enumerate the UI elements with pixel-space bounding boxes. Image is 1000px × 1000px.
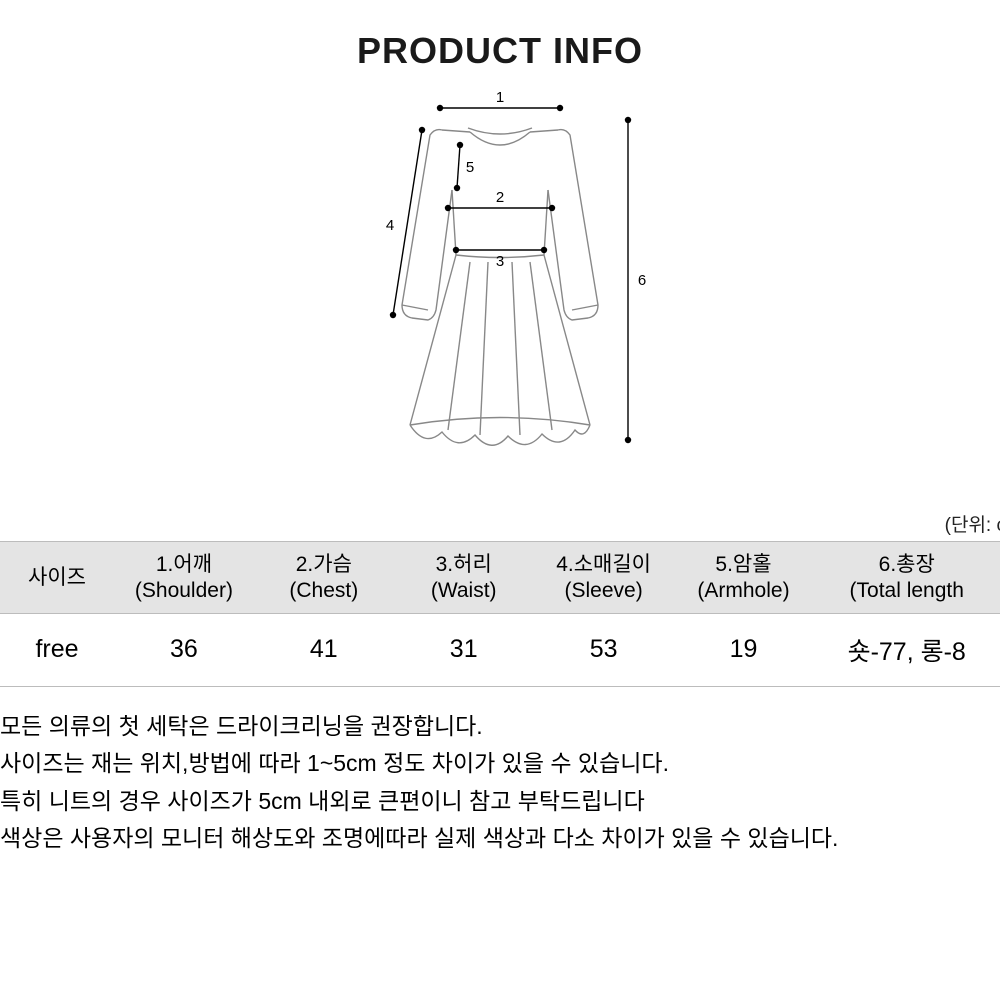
col-label: 2.가슴 — [296, 553, 352, 576]
cell-total-length: 숏-77, 롱-8 — [813, 613, 1000, 686]
note-line: 모든 의류의 첫 세탁은 드라이크리닝을 권장합니다. — [0, 709, 1000, 745]
col-sub: (Total length — [850, 579, 964, 602]
diagram-label-6: 6 — [638, 272, 646, 289]
col-waist: 3.허리 (Waist) — [394, 542, 534, 614]
cell-armhole: 19 — [674, 613, 814, 686]
note-line: 특히 니트의 경우 사이즈가 5cm 내외로 큰편이니 참고 부탁드립니다 — [0, 784, 1000, 820]
care-notes: 모든 의류의 첫 세탁은 드라이크리닝을 권장합니다. 사이즈는 재는 위치,방… — [0, 709, 1000, 858]
col-chest: 2.가슴 (Chest) — [254, 542, 394, 614]
col-label: 5.암홀 — [715, 553, 771, 576]
col-sleeve: 4.소매길이 (Sleeve) — [534, 542, 674, 614]
product-info-title: PRODUCT INFO — [0, 30, 1000, 72]
col-label: 1.어깨 — [156, 553, 212, 576]
col-label: 6.총장 — [879, 553, 935, 576]
col-label: 사이즈 — [28, 566, 86, 589]
col-sub: (Chest) — [289, 579, 358, 602]
unit-note: (단위: c — [0, 510, 1000, 537]
col-armhole: 5.암홀 (Armhole) — [674, 542, 814, 614]
cell-waist: 31 — [394, 613, 534, 686]
col-total-length: 6.총장 (Total length — [813, 542, 1000, 614]
col-sub: (Sleeve) — [565, 579, 643, 602]
diagram-label-4: 4 — [386, 217, 394, 234]
diagram-label-1: 1 — [496, 90, 504, 106]
diagram-label-3: 3 — [496, 253, 504, 270]
table-row: free 36 41 31 53 19 숏-77, 롱-8 — [0, 613, 1000, 686]
size-table: 사이즈 1.어깨 (Shoulder) 2.가슴 (Chest) 3.허리 (W… — [0, 541, 1000, 687]
col-sub: (Armhole) — [697, 579, 789, 602]
note-line: 사이즈는 재는 위치,방법에 따라 1~5cm 정도 차이가 있을 수 있습니다… — [0, 746, 1000, 782]
col-label: 4.소매길이 — [556, 553, 651, 576]
col-label: 3.허리 — [436, 553, 492, 576]
size-diagram-wrap: 1 6 4 — [0, 90, 1000, 470]
note-line: 색상은 사용자의 모니터 해상도와 조명에따라 실제 색상과 다소 차이가 있을… — [0, 821, 1000, 857]
diagram-label-2: 2 — [496, 189, 504, 206]
cell-sleeve: 53 — [534, 613, 674, 686]
dress-diagram: 1 6 4 — [330, 90, 670, 470]
col-sub: (Shoulder) — [135, 579, 233, 602]
cell-shoulder: 36 — [114, 613, 254, 686]
col-shoulder: 1.어깨 (Shoulder) — [114, 542, 254, 614]
diagram-label-5: 5 — [466, 159, 474, 176]
col-size: 사이즈 — [0, 542, 114, 614]
cell-chest: 41 — [254, 613, 394, 686]
cell-size: free — [0, 613, 114, 686]
table-header-row: 사이즈 1.어깨 (Shoulder) 2.가슴 (Chest) 3.허리 (W… — [0, 542, 1000, 614]
col-sub: (Waist) — [431, 579, 497, 602]
